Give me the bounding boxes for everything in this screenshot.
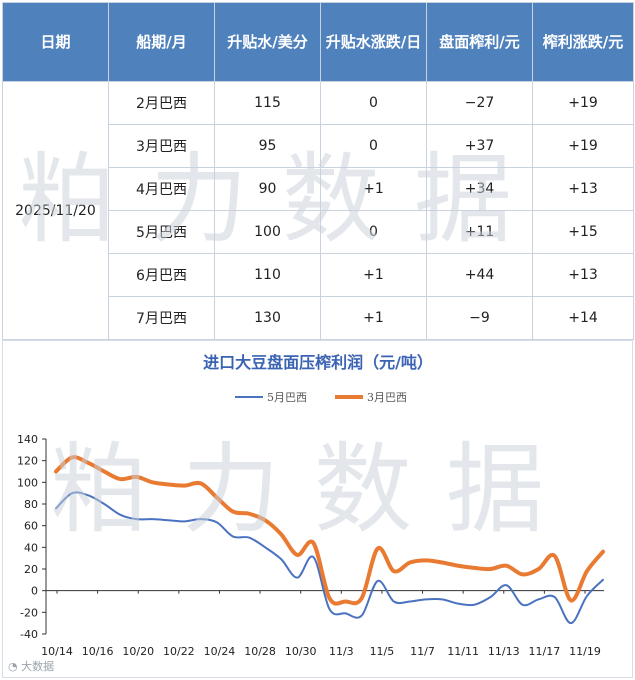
header-date: 日期 [2,2,109,82]
y-tick-label: 20 [24,563,38,576]
ship-cell: 6月巴西 [108,253,215,297]
series-line-mar-brazil [54,455,605,606]
x-tick-label: 11/11 [447,645,479,658]
x-tick-label: 11/7 [410,645,435,658]
y-tick-label: 100 [17,476,38,489]
x-tick-label: 11/13 [488,645,520,658]
x-tick-label: 10/20 [122,645,154,658]
table-row: 2025/11/20 2月巴西 115 0 −27 +19 [2,81,634,340]
x-tick-label: 11/5 [370,645,395,658]
ship-cell: 3月巴西 [108,124,215,168]
premium-chg-cell: 0 [320,124,427,168]
chart-title: 进口大豆盘面压榨利润（元/吨） [203,353,433,372]
x-axis: 10/14 10/16 10/20 10/22 10/24 10/28 10/30 11/3 1… [41,590,604,658]
table-row: 4月巴西 90 +1 +34 +13 [3,167,634,211]
premium-chg-cell: 0 [320,81,427,125]
table-row: 6月巴西 110 +1 +44 +13 [3,253,634,297]
x-tick-label: 10/30 [285,645,317,658]
y-tick-label: 60 [24,520,38,533]
premium-cell: 100 [214,210,321,254]
x-tick-label: 11/3 [329,645,354,658]
y-tick-label: 140 [17,433,38,446]
legend-label: 5月巴西 [267,391,307,404]
margin-chg-cell: +19 [532,124,634,168]
x-tick-label: 10/22 [163,645,195,658]
legend-label: 3月巴西 [367,391,407,404]
premium-chg-cell: 0 [320,210,427,254]
y-axis: -40 -20 0 20 40 60 80 100 120 140 [17,433,47,641]
margin-chg-cell: +13 [532,253,634,297]
premium-cell: 130 [214,296,321,340]
table-row: 5月巴西 100 0 +11 +15 [3,210,634,254]
weibo-icon: ◔ [8,660,18,673]
date-cell: 2025/11/20 [2,81,109,340]
table-row: 7月巴西 130 +1 −9 +14 [3,296,634,340]
x-tick-label: 10/16 [82,645,114,658]
x-tick-label: 10/28 [244,645,276,658]
margin-cell: +34 [426,167,533,211]
x-tick-label: 10/24 [204,645,236,658]
margin-chg-cell: +19 [532,81,634,125]
footer-logo: ◔ 大数据 [8,658,54,674]
y-tick-label: 40 [24,541,38,554]
y-tick-label: 80 [24,498,38,511]
margin-chg-cell: +15 [532,210,634,254]
margin-cell: +37 [426,124,533,168]
header-margin-chg: 榨利涨跌/元 [532,2,634,82]
y-tick-label: -20 [20,606,38,619]
ship-cell: 2月巴西 [108,81,215,125]
y-tick-label: 0 [31,585,38,598]
y-tick-label: -40 [20,628,38,641]
x-tick-label: 11/19 [569,645,601,658]
series-lines [54,455,605,625]
premium-margin-table: 日期 船期/月 升贴水/美分 升贴水涨跌/日 盘面榨利/元 榨利涨跌/元 202… [2,2,634,340]
premium-cell: 110 [214,253,321,297]
x-tick-label: 11/17 [529,645,561,658]
series-line-may-brazil [55,491,604,625]
x-tick-label: 10/14 [41,645,73,658]
header-margin: 盘面榨利/元 [426,2,533,82]
chart-legend: 5月巴西 3月巴西 [235,391,407,404]
footer-text: 大数据 [21,660,55,673]
ship-cell: 4月巴西 [108,167,215,211]
premium-chg-cell: +1 [320,296,427,340]
table-body: 2025/11/20 2月巴西 115 0 −27 +19 3月巴西 95 0 +37 +19 4月巴… [2,81,634,340]
ship-cell: 5月巴西 [108,210,215,254]
header-premium-chg: 升贴水涨跌/日 [320,2,427,82]
y-tick-label: 120 [17,455,38,468]
margin-cell: −27 [426,81,533,125]
premium-cell: 115 [214,81,321,125]
table-header-row: 日期 船期/月 升贴水/美分 升贴水涨跌/日 盘面榨利/元 榨利涨跌/元 [2,2,634,82]
chart-frame [2,340,633,678]
margin-chg-cell: +14 [532,296,634,340]
margin-cell: −9 [426,296,533,340]
premium-chg-cell: +1 [320,167,427,211]
